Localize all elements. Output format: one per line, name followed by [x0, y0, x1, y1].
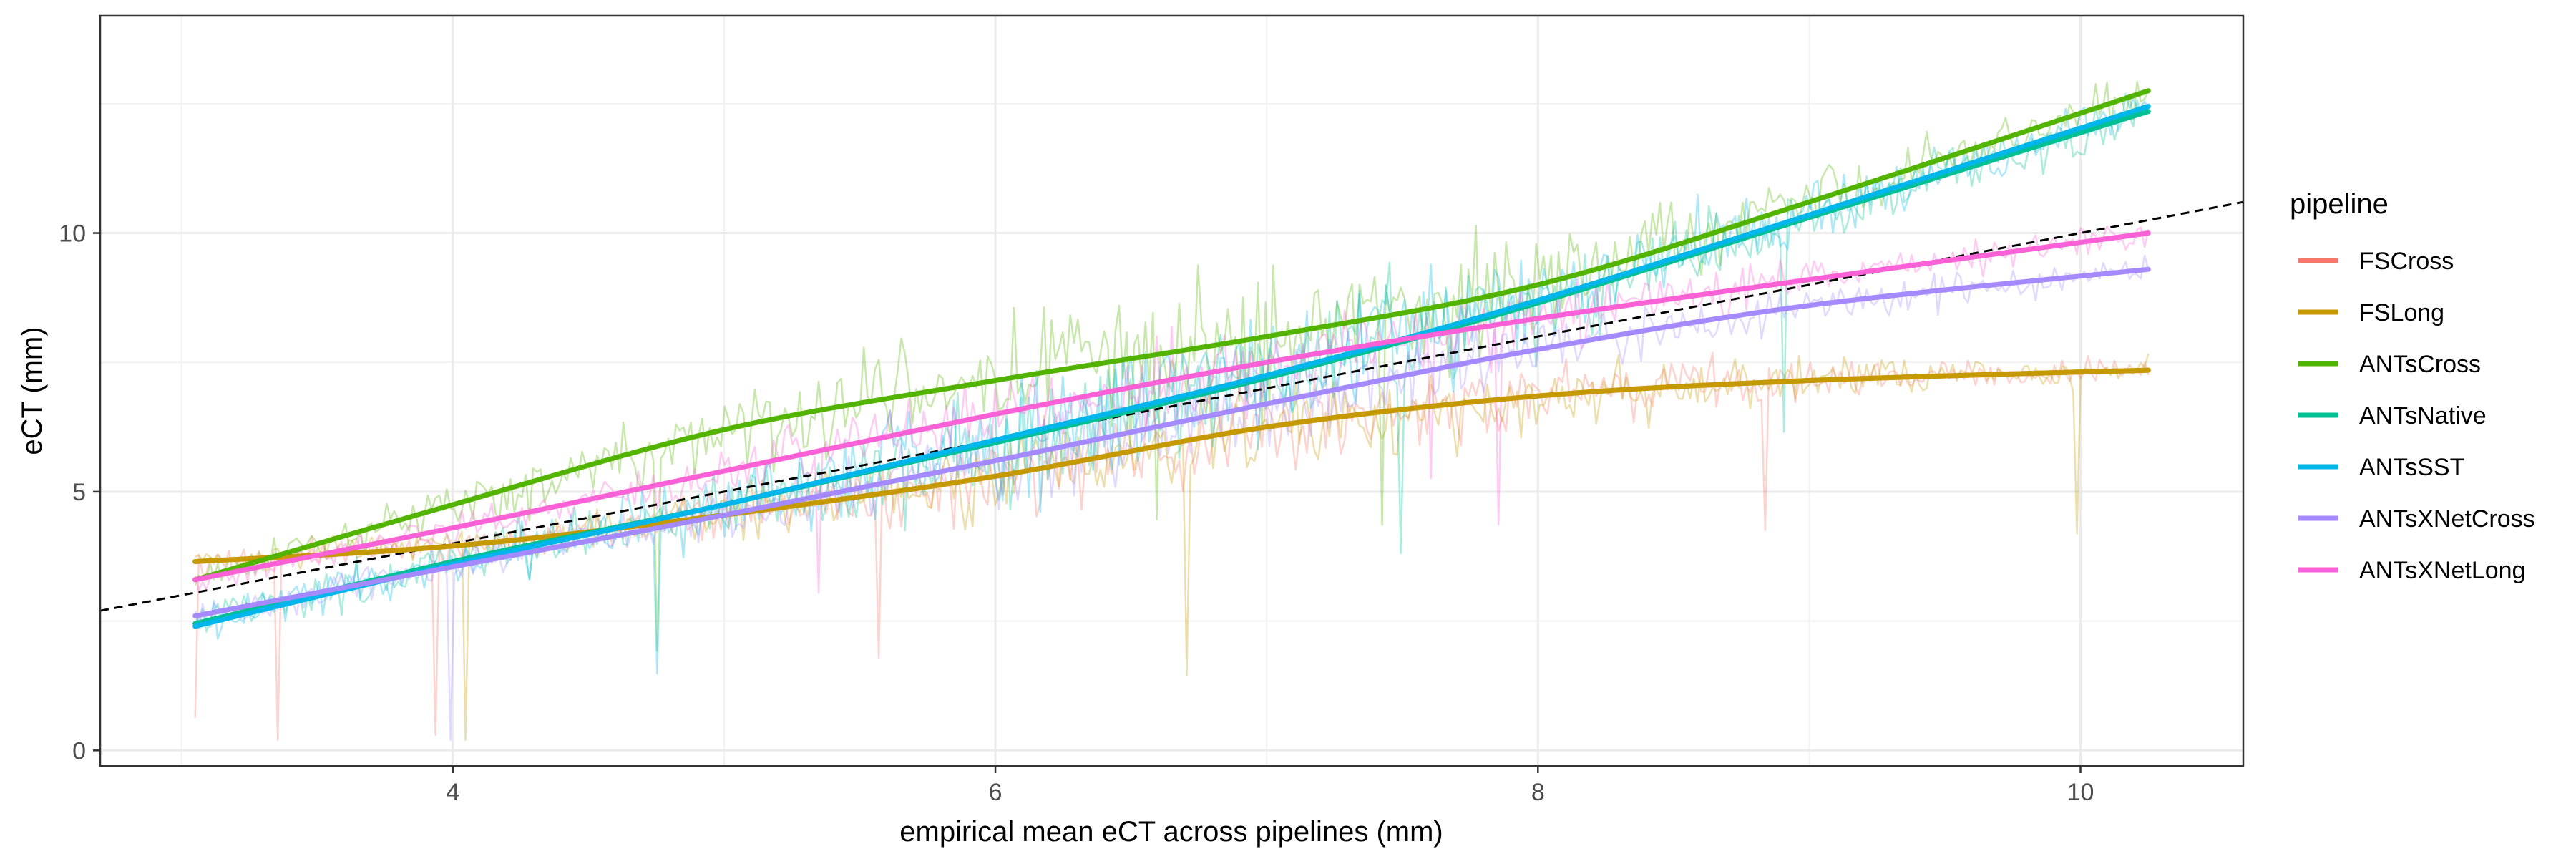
legend-label-ANTsXNetLong: ANTsXNetLong [2359, 557, 2525, 584]
y-axis-label: eCT (mm) [16, 326, 48, 455]
legend-label-FSCross: FSCross [2359, 248, 2454, 275]
plot-panel-border [99, 14, 2245, 767]
y-axis: 0 5 10 [59, 220, 100, 765]
legend-label-FSLong: FSLong [2359, 299, 2444, 326]
series-line-ANTsXNetCross [192, 266, 2151, 618]
x-axis-label: empirical mean eCT across pipelines (mm) [899, 816, 1443, 848]
x-tick-label: 4 [446, 779, 459, 806]
legend-label-ANTsXNetCross: ANTsXNetCross [2359, 505, 2535, 533]
noise-trace-ANTsNative [194, 99, 2149, 633]
series-line-ANTsSST [192, 104, 2151, 629]
grid-minor [100, 16, 2243, 766]
series-line-FSLong [192, 367, 2151, 564]
legend-title: pipeline [2290, 188, 2389, 220]
x-tick-label: 8 [1531, 779, 1545, 806]
series-lines [192, 88, 2151, 629]
plot-background [100, 16, 2243, 766]
legend: pipeline FSCross FSLong ANTsCross ANTsNativ… [2290, 188, 2535, 584]
series-line-ANTsCross [192, 88, 2151, 583]
noise-trace-ANTsSST [194, 92, 2150, 675]
series-line-ANTsXNetLong [192, 230, 2151, 583]
y-tick-label: 10 [59, 220, 86, 248]
noise-trace-ANTsCross [194, 80, 2150, 652]
legend-label-ANTsNative: ANTsNative [2359, 402, 2487, 430]
legend-label-ANTsCross: ANTsCross [2359, 351, 2481, 378]
grid-major [100, 16, 2243, 766]
x-axis: 4 6 8 10 [446, 766, 2094, 806]
x-tick-label: 10 [2067, 779, 2094, 806]
y-tick-label: 0 [72, 737, 86, 765]
legend-label-ANTsSST: ANTsSST [2359, 454, 2464, 481]
x-tick-label: 6 [989, 779, 1002, 806]
y-tick-label: 5 [72, 479, 86, 506]
